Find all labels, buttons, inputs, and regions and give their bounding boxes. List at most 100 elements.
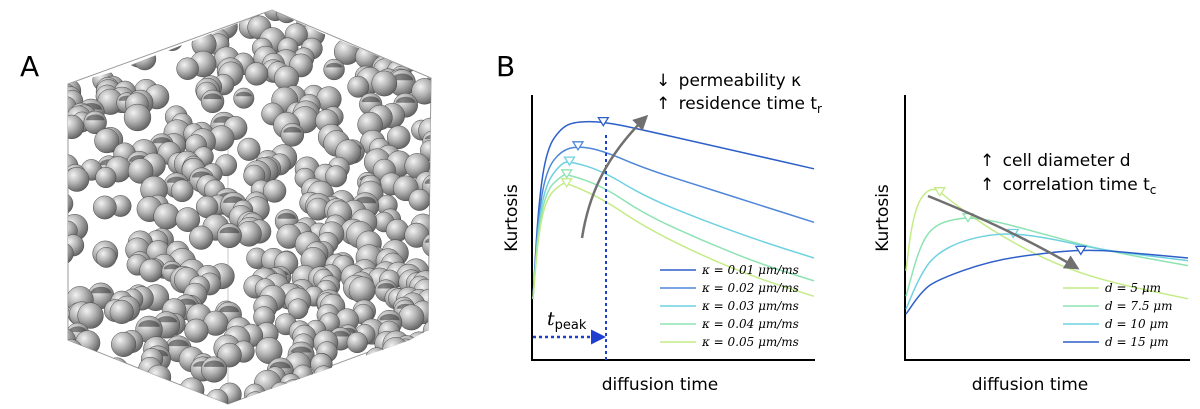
sphere — [395, 357, 421, 383]
series-line — [905, 233, 1189, 310]
sphere-cut-shade — [235, 91, 252, 97]
sphere — [379, 364, 403, 388]
sphere — [408, 188, 431, 211]
right-trend-arrow — [927, 194, 1080, 270]
peak-marker — [933, 187, 946, 197]
sphere — [113, 374, 140, 402]
sphere — [92, 195, 117, 220]
sphere — [101, 42, 125, 67]
sphere — [179, 377, 205, 403]
sphere — [68, 51, 87, 73]
sphere — [382, 337, 410, 365]
sphere — [82, 34, 106, 59]
sphere — [411, 26, 431, 48]
sphere-cut-shade — [424, 134, 431, 140]
sphere — [422, 319, 431, 342]
sphere — [71, 352, 99, 379]
left-y-label: Kurtosis — [502, 184, 522, 252]
right-legend: d = 5 μm d = 7.5 μm d = 10 μm d = 15 μm — [1063, 281, 1172, 349]
sphere — [358, 375, 386, 403]
sphere — [411, 341, 431, 364]
sphere — [269, 381, 293, 404]
sphere — [68, 387, 89, 404]
sphere-cut-shade — [379, 313, 400, 321]
sphere — [92, 31, 114, 53]
peak-marker — [563, 156, 576, 167]
sphere — [365, 347, 389, 371]
tpeak-label: tpeak — [547, 308, 587, 333]
sphere-cut-shade — [68, 379, 77, 385]
sphere — [93, 10, 119, 34]
peak-marker — [560, 178, 573, 189]
sphere — [80, 393, 103, 404]
sphere — [410, 12, 431, 35]
sphere — [323, 58, 345, 81]
sphere — [107, 364, 132, 389]
sphere — [413, 34, 431, 62]
sphere-cut-shade — [391, 73, 413, 81]
sphere — [344, 20, 371, 46]
sphere-cut-shade — [163, 264, 181, 270]
sphere — [135, 10, 157, 25]
sphere-cut-shade — [383, 53, 402, 59]
left-chart: diffusion time Kurtosis tpeak ↓ permeabi… — [502, 71, 822, 395]
sphere — [135, 10, 163, 24]
sphere — [347, 75, 370, 98]
sphere — [68, 11, 80, 37]
sphere — [371, 70, 398, 97]
legend-entry: κ = 0.04 μm/ms — [701, 317, 799, 331]
sphere-cut-shade — [74, 356, 96, 363]
sphere — [184, 318, 209, 343]
left-note-line1: ↓ permeability κ — [656, 71, 801, 91]
sphere — [233, 87, 255, 109]
sphere — [160, 28, 184, 51]
left-note-line2: ↑ residence time tr — [656, 94, 822, 116]
right-note-line2: ↑ correlation time tc — [980, 175, 1156, 197]
series-line — [532, 161, 815, 299]
sphere — [68, 46, 82, 72]
sphere — [105, 357, 129, 381]
sphere — [391, 16, 417, 42]
sphere — [127, 158, 154, 184]
sphere — [327, 375, 355, 402]
panel-a-label: A — [20, 50, 39, 83]
sphere — [315, 385, 343, 404]
series-line — [532, 120, 815, 299]
sphere — [227, 10, 249, 20]
right-x-label: diffusion time — [972, 375, 1089, 395]
sphere — [206, 389, 229, 404]
sphere — [419, 40, 431, 66]
peak-marker — [1074, 245, 1087, 256]
sphere — [313, 365, 335, 387]
legend-entry: κ = 0.05 μm/ms — [701, 335, 799, 349]
sphere — [189, 225, 214, 250]
sphere-cut-shade — [331, 330, 350, 337]
sphere — [255, 337, 283, 364]
sphere — [127, 10, 150, 32]
sphere-cut-shade — [90, 286, 112, 294]
sphere — [383, 10, 409, 32]
sphere — [237, 137, 261, 161]
panel-b-label: B — [496, 50, 515, 83]
sphere — [170, 179, 194, 203]
sphere — [123, 103, 152, 132]
sphere — [280, 123, 305, 147]
sphere — [88, 359, 115, 386]
right-note-line1: ↑ cell diameter d — [980, 151, 1131, 171]
legend-entry: d = 15 μm — [1105, 335, 1169, 349]
sphere-cut-shade — [86, 114, 105, 121]
sphere — [81, 38, 108, 64]
sphere — [68, 192, 74, 215]
series-line — [532, 182, 815, 299]
sphere — [108, 17, 133, 42]
sphere-cut-shade — [377, 283, 395, 289]
sphere — [68, 114, 84, 140]
sphere — [92, 363, 115, 385]
left-legend: κ = 0.01 μm/ms κ = 0.02 μm/ms κ = 0.03 μm/… — [660, 263, 799, 349]
sphere — [83, 19, 108, 44]
sphere — [412, 36, 431, 59]
sphere — [176, 57, 199, 80]
sphere — [360, 357, 387, 384]
sphere-cut-shade — [68, 326, 87, 333]
sphere — [82, 37, 104, 59]
